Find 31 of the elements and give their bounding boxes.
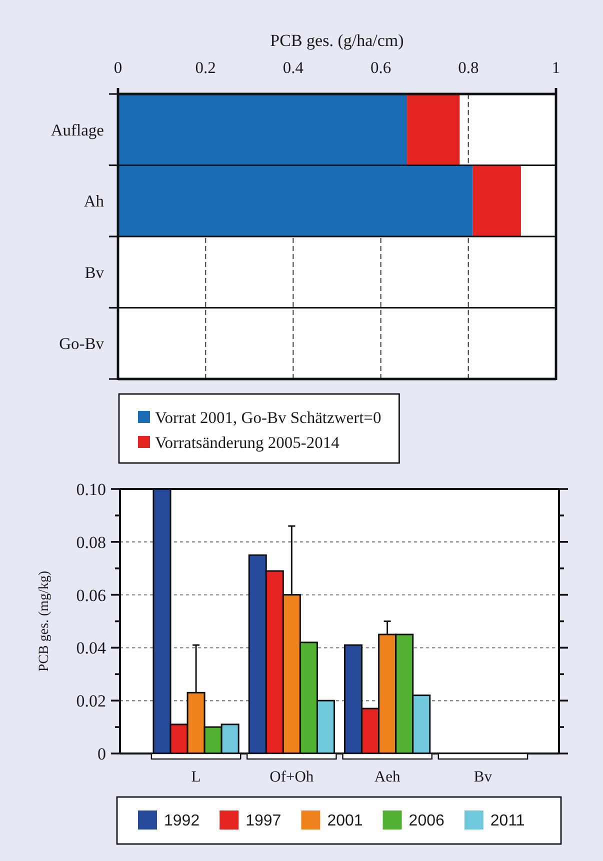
y-axis-title: PCB ges. (mg/kg) [37,570,52,672]
legend-label: Vorrat 2001, Go-Bv Schätzwert=0 [155,408,382,427]
x-tick-label: 0.4 [282,58,304,77]
y-tick-label: 0 [98,744,106,764]
legend-label: 2006 [408,812,444,830]
bar [407,94,460,166]
x-tick-label: 1 [552,58,560,77]
legend-label: 1997 [246,812,282,830]
x-tick-label: L [191,768,201,786]
y-tick-label: 0.06 [76,586,106,605]
bar [472,165,521,236]
x-tick-label: Bv [474,768,492,786]
x-tick-label: 0.6 [370,58,392,77]
y-tick-label: 0.02 [76,692,106,711]
y-tick-label: 0.10 [76,480,106,499]
legend-label: 2011 [490,812,525,830]
x-tick-label: Of+Oh [270,768,314,786]
y-tick-label: Ah [84,192,105,211]
x-axis-title: PCB ges. (g/ha/cm) [270,31,404,50]
legend-label: 1992 [164,812,200,830]
x-tick-label: Aeh [374,768,400,786]
legend-label: Vorratsänderung 2005-2014 [155,432,340,452]
x-tick-label: 0.8 [458,58,479,77]
y-tick-label: 0.04 [76,638,106,658]
y-tick-label: Go-Bv [59,334,105,354]
y-tick-label: Bv [84,262,105,282]
y-tick-label: 0.08 [76,532,106,552]
x-tick-label: 0.2 [195,58,216,77]
legend-label: 2001 [327,812,363,830]
x-tick-label: 0 [114,58,122,77]
y-tick-label: Auflage [50,120,104,140]
